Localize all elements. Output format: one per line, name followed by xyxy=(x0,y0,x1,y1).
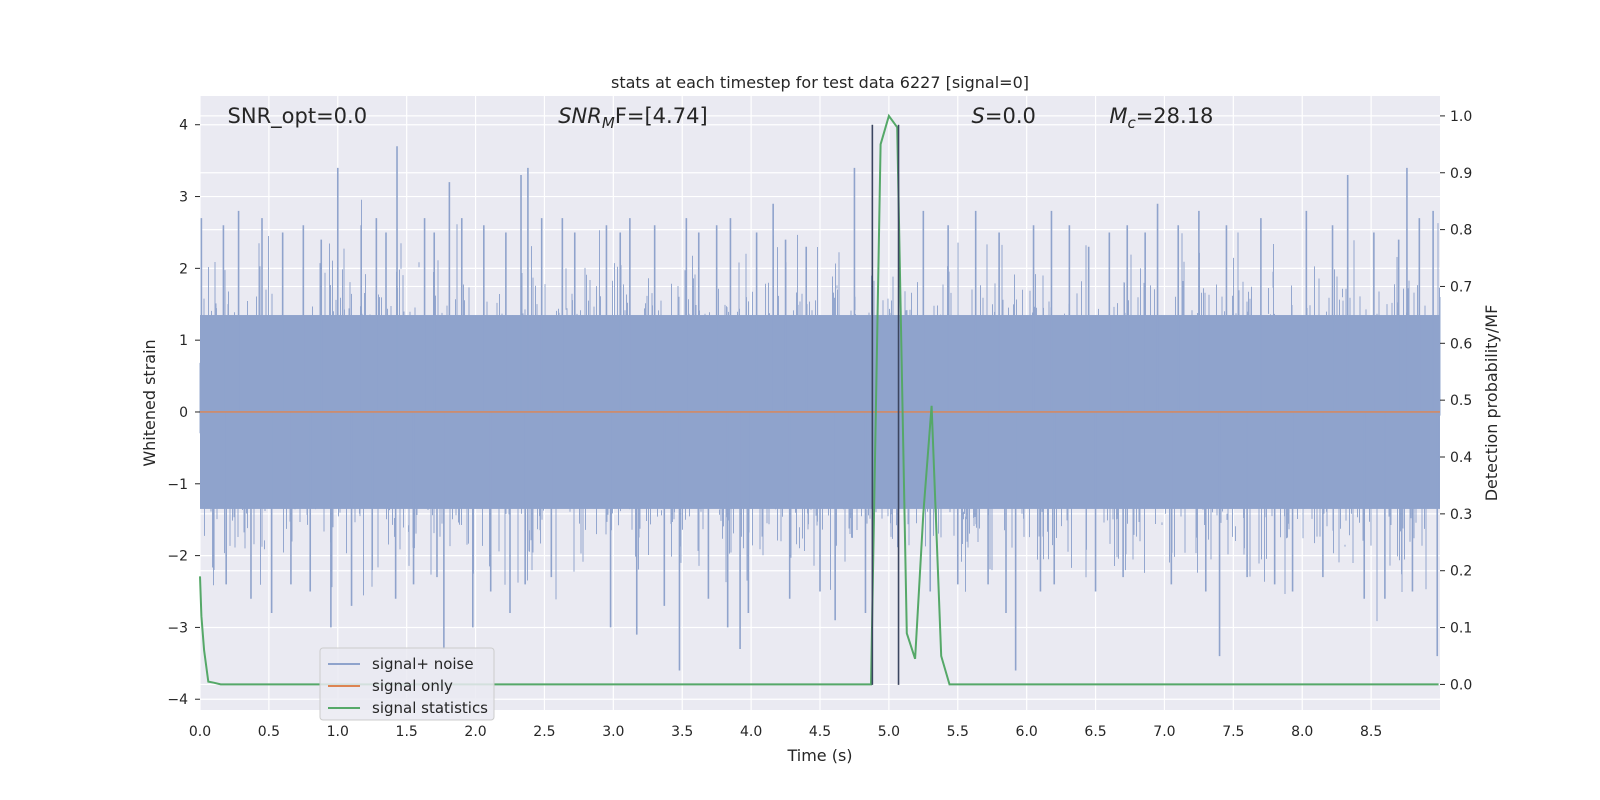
y2-tick-label: 0.4 xyxy=(1450,450,1472,466)
annotation-snr_opt: SNR_opt=0.0 xyxy=(228,104,368,129)
x-tick-label: 8.5 xyxy=(1360,724,1382,740)
x-tick-label: 2.5 xyxy=(533,724,555,740)
x-tick-label: 3.0 xyxy=(602,724,624,740)
series-lines xyxy=(199,113,1440,686)
x-tick-label: 5.0 xyxy=(878,724,900,740)
y-axis-label: Whitened strain xyxy=(140,339,159,466)
vertical-markers xyxy=(871,124,900,685)
annotation-main: M xyxy=(1109,104,1127,128)
y-tick-label: 0 xyxy=(179,405,188,421)
y-tick-label: −4 xyxy=(167,692,188,708)
y-tick-label: −1 xyxy=(167,477,188,493)
x-axis-label: Time (s) xyxy=(786,746,852,765)
x-tick-label: 8.0 xyxy=(1291,724,1313,740)
legend-box xyxy=(319,647,495,721)
y2-tick-label: 0.7 xyxy=(1450,279,1472,295)
x-tick-label: 2.0 xyxy=(464,724,486,740)
annotation-rest: =28.18 xyxy=(1136,104,1214,128)
x-tick-label: 7.0 xyxy=(1153,724,1175,740)
x-tick-label: 1.0 xyxy=(327,724,349,740)
y2-axis-label: Detection probability/MF xyxy=(1482,305,1501,502)
annotation-main: SNR_opt=0.0 xyxy=(228,104,368,129)
x-tick-label: 0.5 xyxy=(258,724,280,740)
ticks: 0.0 0.5 1.0 1.5 2.0 2.5 3.0 3.5 4.0 4.5 5.0 5.5 6.0 6… xyxy=(167,109,1472,740)
noise-spikes xyxy=(200,146,1439,671)
annotation-main: SNR xyxy=(558,104,602,128)
annotation-subscript: M xyxy=(602,114,615,132)
annotation-mc: Mc=28.18 xyxy=(1109,104,1213,132)
y2-tick-label: 0.2 xyxy=(1450,564,1472,580)
x-tick-label: 1.5 xyxy=(396,724,418,740)
y2-tick-label: 0.1 xyxy=(1450,621,1472,637)
annotation-subscript: c xyxy=(1127,114,1136,132)
x-tick-label: 6.0 xyxy=(1016,724,1038,740)
y-tick-label: −2 xyxy=(167,549,188,565)
y2-tick-label: 0.8 xyxy=(1450,223,1472,239)
y-tick-label: −3 xyxy=(167,620,188,636)
legend-label: signal+ noise xyxy=(372,655,474,673)
legend-label: signal statistics xyxy=(372,699,488,717)
annotation-s: S=0.0 xyxy=(972,104,1036,128)
chart-title: stats at each timestep for test data 622… xyxy=(611,73,1029,92)
annotations: SNR_opt=0.0 SNRMF=[4.74] S=0.0 Mc=28.18 xyxy=(228,104,1214,132)
legend-label: signal only xyxy=(372,677,453,695)
x-tick-label: 0.0 xyxy=(189,724,211,740)
x-tick-label: 4.5 xyxy=(809,724,831,740)
x-tick-label: 3.5 xyxy=(671,724,693,740)
x-tick-label: 6.5 xyxy=(1084,724,1106,740)
annotation-snr_mf: SNRMF=[4.74] xyxy=(558,104,707,132)
annotation-main: S xyxy=(972,104,985,128)
y-tick-label: 4 xyxy=(179,118,188,134)
legend: signal+ noise signal only signal statistic… xyxy=(319,647,495,721)
x-tick-label: 5.5 xyxy=(947,724,969,740)
x-tick-label: 4.0 xyxy=(740,724,762,740)
y2-tick-label: 1.0 xyxy=(1450,109,1472,125)
y2-tick-label: 0.5 xyxy=(1450,393,1472,409)
annotation-rest: =0.0 xyxy=(985,104,1036,128)
annotation-rest: F=[4.74] xyxy=(615,104,708,128)
y2-tick-label: 0.3 xyxy=(1450,507,1472,523)
y2-tick-label: 0.9 xyxy=(1450,166,1472,182)
y-tick-label: 1 xyxy=(179,333,188,349)
signal-statistics-line xyxy=(199,113,1439,686)
y-tick-label: 3 xyxy=(179,190,188,206)
y2-tick-label: 0.6 xyxy=(1450,336,1472,352)
y-tick-label: 2 xyxy=(179,261,188,277)
y2-tick-label: 0.0 xyxy=(1450,677,1472,693)
x-tick-label: 7.5 xyxy=(1222,724,1244,740)
